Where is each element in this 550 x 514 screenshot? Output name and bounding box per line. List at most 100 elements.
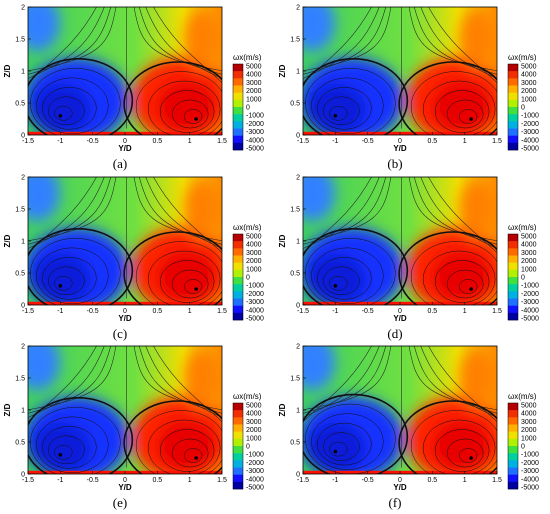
vortex-streamline xyxy=(42,257,97,300)
vortex-streamline xyxy=(123,400,222,474)
colorbar-title: ωx(m/s) xyxy=(508,392,537,401)
vortex-streamline xyxy=(317,257,372,300)
negative-vortex-core xyxy=(30,253,91,305)
streamline xyxy=(413,177,497,245)
colorbar-tick-label: -5000 xyxy=(246,485,264,492)
positive-vortex-streamlines xyxy=(398,400,497,474)
colorbar-tick-label: -4000 xyxy=(246,137,264,144)
y-tick-label: 1 xyxy=(21,239,25,246)
negative-vorticity-patch xyxy=(303,346,335,390)
y-axis-label: Z/D xyxy=(3,64,12,77)
colorbar-tick-label: -3000 xyxy=(521,299,539,306)
positive-vortex-streamlines xyxy=(398,231,497,305)
streamline xyxy=(138,346,222,414)
colorbar-swatch xyxy=(233,85,243,93)
y-tick-label: 0.5 xyxy=(15,271,25,278)
colorbar-tick-label: 1000 xyxy=(521,435,537,442)
vortex-center xyxy=(469,456,473,460)
x-tick-label: -1.5 xyxy=(22,138,34,145)
positive-vortex-streamlines xyxy=(123,231,222,305)
negative-vortex-core xyxy=(305,422,366,474)
vortex-streamline xyxy=(135,71,222,135)
colorbar-swatch xyxy=(233,460,243,468)
vorticity-field xyxy=(303,7,497,135)
streamline xyxy=(303,7,387,75)
x-tick-label: -1.5 xyxy=(22,308,34,315)
colorbar-swatch xyxy=(508,78,518,86)
colorbar-tick-label: 4000 xyxy=(246,72,262,79)
vortex-streamline xyxy=(434,429,490,472)
streamline xyxy=(28,346,105,418)
colorbar-swatch xyxy=(508,481,518,490)
x-tick-label: -1 xyxy=(332,308,338,315)
colorbar-swatch xyxy=(233,424,243,432)
colorbar-tick-label: -3000 xyxy=(246,299,264,306)
vortex-streamline xyxy=(410,410,497,474)
x-tick-label: -1.5 xyxy=(297,308,309,315)
positive-vorticity-patch xyxy=(184,9,221,69)
vortex-streamline xyxy=(422,419,496,474)
colorbar-swatch xyxy=(233,142,243,151)
negative-vorticity-patch xyxy=(303,7,335,51)
vortex-streamline xyxy=(54,276,73,291)
vortex-streamline xyxy=(171,99,209,129)
y-tick-label: 1.5 xyxy=(290,37,300,44)
colorbar-swatch xyxy=(233,128,243,136)
vortex-streamline xyxy=(422,80,496,135)
x-tick-label: 1.5 xyxy=(492,308,502,315)
colorbar-swatch xyxy=(233,277,243,285)
colorbar-tick-label: 5000 xyxy=(521,64,537,71)
x-tick-label: -1 xyxy=(332,477,338,484)
vortex-streamline xyxy=(317,422,372,466)
vortex-streamline xyxy=(398,400,497,474)
colorbar-swatch xyxy=(233,403,243,411)
x-tick-label: 0 xyxy=(123,308,127,315)
vortex-streamline xyxy=(30,68,121,135)
colorbar-frame xyxy=(507,402,519,490)
chart-panel-e: -1.5 -1 -0.5 0 0.5 1 1.5 0 0.5 1 1.5 2 Y/D Z/D (e) 5000… xyxy=(0,341,270,511)
x-tick-label: -1.5 xyxy=(297,477,309,484)
colorbar-swatch xyxy=(508,92,518,101)
colorbar-title: ωx(m/s) xyxy=(508,53,537,62)
colorbar-tick-label: 1000 xyxy=(246,96,262,103)
colorbar-frame xyxy=(507,63,519,151)
streamline xyxy=(138,7,222,75)
vortex-center xyxy=(333,114,338,118)
negative-vorticity-patch xyxy=(28,346,60,390)
vorticity-field xyxy=(303,346,497,474)
negative-vorticity-patch xyxy=(28,7,60,51)
colorbar-tick-label: 0 xyxy=(521,444,525,451)
x-tick-label: 1 xyxy=(188,477,192,484)
colorbar-swatch xyxy=(233,305,243,314)
colorbar-tick-label: 0 xyxy=(246,105,250,112)
x-axis-label: Y/D xyxy=(118,144,132,153)
panel-caption: (b) xyxy=(387,156,402,171)
x-tick-label: 0 xyxy=(398,477,402,484)
x-tick-label: -0.5 xyxy=(87,138,99,145)
colorbar-tick-label: 2000 xyxy=(521,258,537,265)
colorbar-tick-label: -5000 xyxy=(246,146,264,153)
vortex-streamline xyxy=(329,441,348,457)
y-axis-label: Z/D xyxy=(3,403,12,416)
colorbar-tick-label: 5000 xyxy=(246,64,262,71)
colorbar-swatch xyxy=(508,99,518,108)
vortex-streamline xyxy=(183,109,203,124)
colorbar-tick-label: -5000 xyxy=(246,316,264,323)
vortex-streamline xyxy=(329,276,348,291)
colorbar-swatch xyxy=(233,284,243,292)
vortex-streamline xyxy=(28,228,134,305)
streamline xyxy=(413,346,497,414)
vorticity-field xyxy=(28,346,222,474)
vortex-streamline xyxy=(446,438,484,468)
x-tick-label: -1.5 xyxy=(22,477,34,484)
y-tick-label: 2 xyxy=(296,344,300,351)
positive-vorticity-patch xyxy=(459,179,496,239)
x-axis-label: Y/D xyxy=(393,483,407,492)
colorbar-tick-label: 3000 xyxy=(246,250,262,257)
colorbar-tick-label: -4000 xyxy=(521,307,539,314)
colorbar-title: ωx(m/s) xyxy=(508,223,537,232)
vortex-center xyxy=(333,284,338,288)
x-tick-label: -0.5 xyxy=(87,308,99,315)
vortex-center xyxy=(194,117,198,121)
vortex-streamline xyxy=(171,269,209,299)
